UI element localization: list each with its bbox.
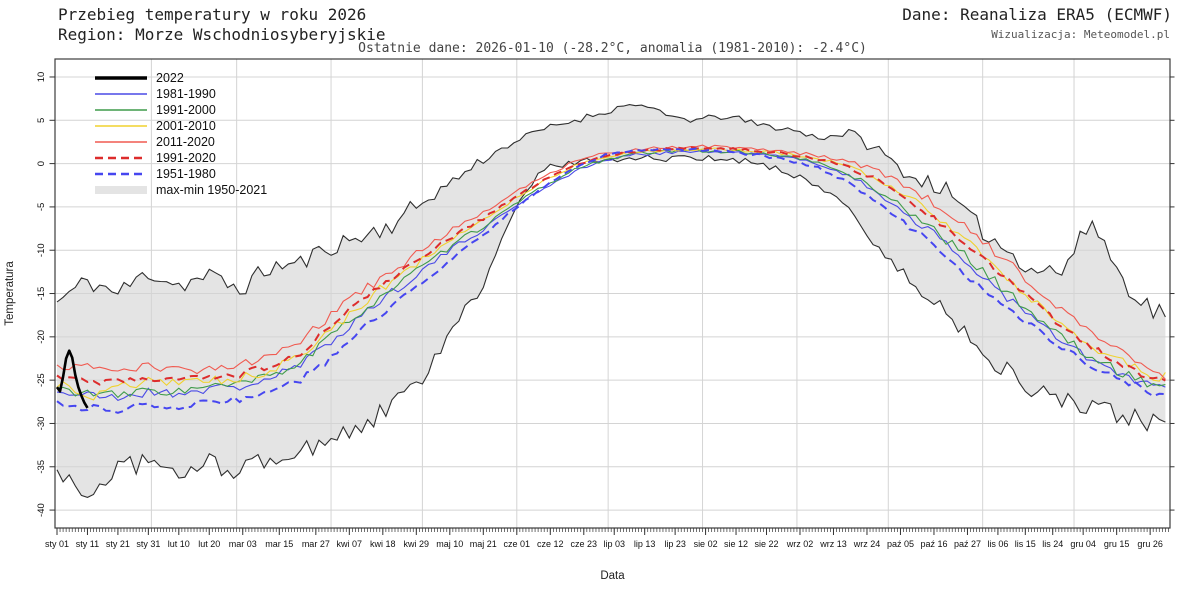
x-tick-label: sty 01 xyxy=(45,539,69,549)
x-tick-label: kwi 29 xyxy=(404,539,430,549)
x-tick-label: lut 10 xyxy=(168,539,190,549)
series-current-year xyxy=(55,349,89,409)
x-tick-label: lut 20 xyxy=(198,539,220,549)
y-tick-label: -20 xyxy=(36,330,47,344)
series-2011-2020 xyxy=(56,144,1166,380)
legend-item: 1991-2000 xyxy=(95,102,267,118)
series-1991-2020 xyxy=(56,145,1166,386)
legend-swatch-line xyxy=(95,172,147,176)
legend-item: 1991-2020 xyxy=(95,150,267,166)
x-tick-label: paź 27 xyxy=(954,539,981,549)
x-tick-label: sie 12 xyxy=(724,539,748,549)
band-edge xyxy=(56,104,1166,320)
legend-label: 1991-2000 xyxy=(156,103,216,117)
legend-label: 2011-2020 xyxy=(156,135,215,149)
series-1951-1980 xyxy=(56,147,1166,414)
x-tick-label: lis 24 xyxy=(1042,539,1063,549)
legend-item: 2001-2010 xyxy=(95,118,267,134)
legend-swatch-line xyxy=(95,109,147,111)
x-tick-label: cze 01 xyxy=(504,539,531,549)
x-tick-label: lip 23 xyxy=(664,539,686,549)
visualization-credit: Wizualizacja: Meteomodel.pl xyxy=(991,28,1170,41)
x-tick-label: mar 15 xyxy=(265,539,293,549)
legend-item: 2011-2020 xyxy=(95,134,267,150)
x-tick-label: gru 26 xyxy=(1137,539,1163,549)
legend-item: 1981-1990 xyxy=(95,86,267,102)
x-tick-label: maj 21 xyxy=(470,539,497,549)
legend-label: 1951-1980 xyxy=(156,167,216,181)
legend-swatch-line xyxy=(95,125,147,127)
x-tick-label: lip 13 xyxy=(634,539,656,549)
x-tick-label: lis 15 xyxy=(1015,539,1036,549)
y-tick-label: -5 xyxy=(36,203,47,211)
x-tick-label: wrz 13 xyxy=(819,539,847,549)
x-tick-label: sie 02 xyxy=(694,539,718,549)
legend-item: 1951-1980 xyxy=(95,166,267,182)
legend-label: max-min 1950-2021 xyxy=(156,183,268,197)
y-tick-label: 0 xyxy=(36,161,47,166)
data-source-label: Dane: Reanaliza ERA5 (ECMWF) xyxy=(902,5,1172,24)
legend-swatch-line xyxy=(95,93,147,95)
series-1991-2000 xyxy=(56,148,1166,399)
x-tick-label: sty 11 xyxy=(76,539,99,549)
y-tick-label: -25 xyxy=(36,373,47,387)
axis-ticks xyxy=(49,76,1175,535)
x-tick-label: wrz 02 xyxy=(786,539,814,549)
x-tick-label: sty 21 xyxy=(106,539,130,549)
legend-item: 2022 xyxy=(95,70,267,86)
legend-swatch-band xyxy=(95,186,147,194)
region-subtitle: Region: Morze Wschodniosyberyjskie xyxy=(58,25,386,44)
x-tick-label: gru 15 xyxy=(1104,539,1130,549)
y-tick-label: 5 xyxy=(36,118,47,123)
y-tick-label: -40 xyxy=(36,503,47,517)
x-tick-label: kwi 18 xyxy=(370,539,396,549)
y-axis-label: Temperatura xyxy=(4,261,16,326)
x-tick-label: cze 12 xyxy=(537,539,564,549)
x-tick-label: maj 10 xyxy=(436,539,463,549)
y-tick-label: -10 xyxy=(36,243,47,257)
legend-swatch-line xyxy=(95,141,147,143)
series-2001-2010 xyxy=(56,147,1166,401)
x-tick-label: mar 03 xyxy=(229,539,257,549)
x-tick-label: gru 04 xyxy=(1070,539,1096,549)
x-tick-label: wrz 24 xyxy=(853,539,881,549)
page-title: Przebieg temperatury w roku 2026 xyxy=(58,5,367,24)
x-tick-label: sty 31 xyxy=(136,539,160,549)
legend-label: 2001-2010 xyxy=(156,119,216,133)
x-tick-label: kwi 07 xyxy=(337,539,363,549)
y-tick-label: -30 xyxy=(36,417,47,431)
x-tick-label: mar 27 xyxy=(302,539,330,549)
x-tick-label: lis 06 xyxy=(987,539,1008,549)
last-data-subtitle: Ostatnie dane: 2026-01-10 (-28.2°C, anom… xyxy=(358,41,867,56)
legend-item: max-min 1950-2021 xyxy=(95,182,267,198)
series-1981-1990 xyxy=(56,149,1166,402)
legend-label: 1981-1990 xyxy=(156,87,216,101)
x-tick-label: cze 23 xyxy=(571,539,598,549)
y-tick-label: 10 xyxy=(36,72,47,83)
legend-swatch-line xyxy=(95,76,147,80)
legend-label: 2022 xyxy=(156,71,184,85)
x-tick-label: lip 03 xyxy=(603,539,625,549)
y-tick-label: -35 xyxy=(36,460,47,474)
x-tick-label: paź 16 xyxy=(920,539,947,549)
x-axis-label: Data xyxy=(600,570,625,582)
legend-swatch-line xyxy=(95,156,147,160)
y-tick-label: -15 xyxy=(36,287,47,301)
band-edge xyxy=(56,154,1166,498)
x-tick-label: sie 22 xyxy=(754,539,778,549)
x-tick-label: paź 05 xyxy=(887,539,914,549)
legend-label: 1991-2020 xyxy=(156,151,216,165)
chart-legend: 2022 1981-1990 1991-2000 2001-2010 2011-2020… xyxy=(95,70,267,198)
